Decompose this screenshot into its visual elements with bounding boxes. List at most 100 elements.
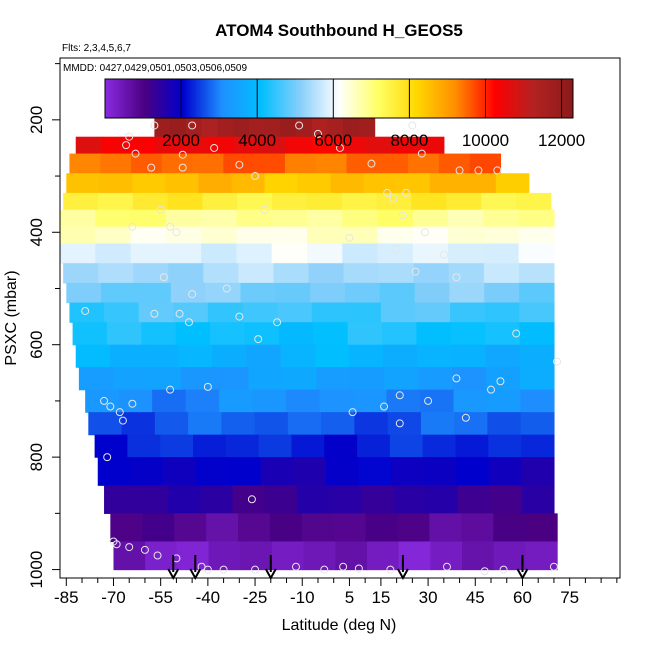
heatmap-cell [429,173,464,194]
heatmap-cell [94,434,129,458]
heatmap-cell [165,173,200,194]
heatmap-cell [342,209,379,228]
heatmap-cell [130,243,167,264]
heatmap-cell [284,153,317,174]
heatmap-cell [485,322,521,346]
heatmap-cell [72,322,108,346]
observation-point [408,121,417,130]
heatmap-cell [272,192,308,211]
heatmap-cell [233,136,261,155]
heatmap-cell [483,243,520,264]
heatmap-cell [519,344,555,368]
heatmap-cell [493,541,526,571]
heatmap-cell [414,282,451,304]
heatmap-cell [138,302,174,323]
heatmap-cell [391,457,425,486]
heatmap-cell [102,136,129,155]
heatmap-cell [515,192,552,211]
heatmap-cell [296,485,330,514]
heatmap-cell [207,302,244,323]
heatmap-cell [330,173,365,194]
observation-point [395,391,404,400]
heatmap-cell [446,192,482,211]
heatmap-cell [78,367,114,391]
observation-point [156,205,165,214]
heatmap-cell [488,434,522,458]
heatmap-cell [141,322,177,346]
heatmap-cell [366,541,400,571]
observation-point [339,562,348,571]
observation-point [103,453,112,462]
observation-point [247,495,256,504]
heatmap-cell [63,192,99,211]
heatmap-cell [518,209,555,228]
heatmap-cell [306,192,343,211]
heatmap-cell [195,457,229,486]
heatmap-cell [69,153,101,174]
observation-point [178,163,187,172]
observation-point [389,194,398,203]
heatmap-cell [161,153,194,174]
heatmap-cell [411,192,447,211]
heatmap-cell [462,541,495,571]
heatmap-cell [319,389,354,413]
x-tick-label: 5 [345,588,354,607]
observation-point [184,318,193,327]
heatmap-cell [240,282,276,304]
heatmap-cell [259,136,287,155]
observation-point [493,166,502,175]
y-tick-label: 1000 [27,551,46,589]
heatmap-cell [398,541,431,571]
heatmap-cell [118,389,153,413]
heatmap-cell [415,302,451,323]
heatmap-cell [485,344,521,368]
heatmap-cell [185,389,220,413]
heatmap-cell [525,541,558,571]
heatmap-cell [483,226,520,245]
heatmap-cell [254,153,286,174]
heatmap-cell [144,344,179,368]
observation-point [166,385,175,394]
heatmap-cell [521,485,555,514]
heatmap-cell [291,434,325,458]
heatmap-cell [303,541,336,571]
heatmap-cell [493,513,526,543]
heatmap-cell [412,243,449,264]
heatmap-cell [364,136,392,155]
heatmap-cell [60,243,96,264]
heatmap-cell [342,243,379,264]
heatmap-cell [450,322,486,346]
observation-point [175,309,184,318]
observation-point [439,250,448,259]
heatmap-cell [422,434,457,458]
heatmap-cell [100,153,132,174]
heatmap-cell [214,367,250,391]
heatmap-cell [248,367,284,391]
heatmap-cell [449,282,485,304]
observation-point [118,416,127,425]
heatmap-cell [275,282,311,304]
heatmap-cell [519,282,555,304]
colorbar-ticks: 2000 4000 6000 8000 10000 12000 [162,79,585,150]
heatmap-cell [417,344,453,368]
heatmap-cell [175,322,211,346]
colorbar [104,78,574,119]
heatmap-cell [383,344,418,368]
heatmap-cell [287,412,322,436]
heatmap-cell [228,457,262,486]
x-tick-label: -55 [148,588,173,607]
heatmap-cell [136,485,169,514]
heatmap-cell [176,541,210,571]
observation-point [159,273,168,282]
heatmap-cell [180,136,208,155]
heatmap-cell [113,541,146,571]
observation-point [442,562,451,571]
heatmap-cell [273,263,310,284]
heatmap-cell [231,173,266,194]
observation-point [210,143,219,152]
heatmap-cell [162,457,197,486]
heatmap-cell [484,302,520,323]
heatmap-cell [264,173,299,194]
observation-point [320,565,329,574]
